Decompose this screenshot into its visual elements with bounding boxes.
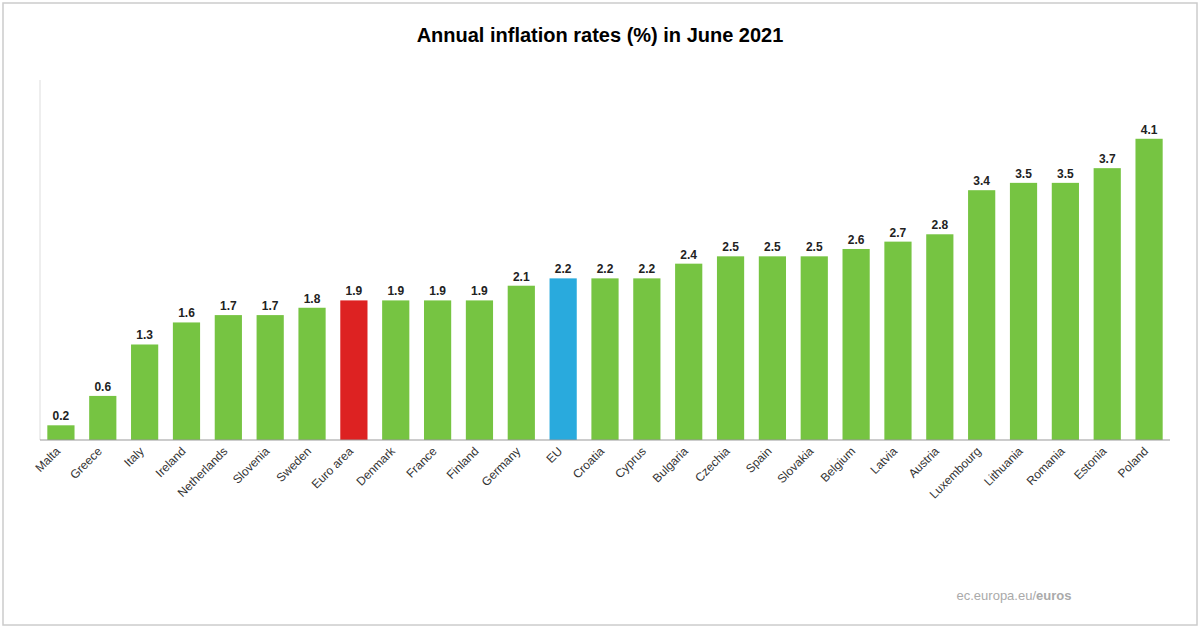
data-label: 3.7 [1099,152,1116,166]
bars [47,139,1162,440]
data-label: 4.1 [1141,123,1158,137]
x-tick-label: Lithuania [981,444,1026,489]
x-tick-label: Ireland [153,444,189,480]
y-axis-line [40,80,41,440]
bar [843,249,870,440]
data-label: 2.5 [806,240,823,254]
data-label: 2.2 [639,262,656,276]
bar [47,425,74,440]
data-label: 1.7 [220,299,237,313]
x-tick-label: Romania [1024,444,1068,488]
bar [717,256,744,440]
x-tick-label: Sweden [274,444,315,485]
x-tick-label: Slovakia [774,444,816,486]
bar [591,278,618,440]
x-tick-label: Euro area [309,444,356,491]
data-label: 3.5 [1015,167,1032,181]
chart: Annual inflation rates (%) in June 2021 0… [0,0,1200,628]
title: Annual inflation rates (%) in June 2021 [417,24,784,46]
bar [215,315,242,440]
bar [382,300,409,440]
border [3,3,1197,625]
data-label: 1.9 [387,284,404,298]
x-tick-label: Germany [479,444,524,489]
watermark-part: euros [1036,588,1071,603]
bar [550,278,577,440]
data-label: 2.4 [680,248,697,262]
watermark: ec.europa.eu/euros [957,588,1072,603]
data-label: 2.2 [597,262,614,276]
bar [89,396,116,440]
x-axis-line [40,440,1170,441]
x-tick-label: Bulgaria [650,444,691,485]
data-label: 1.9 [471,284,488,298]
bar [926,234,953,440]
data-label: 0.2 [53,409,70,423]
bar [298,308,325,440]
bar [1135,139,1162,440]
data-label: 2.6 [848,233,865,247]
x-tick-label: Latvia [868,444,901,477]
x-tick-label: Italy [121,444,146,469]
bar [340,300,367,440]
x-tick-label: Denmark [354,444,399,489]
data-label: 2.5 [764,240,781,254]
data-label: 1.7 [262,299,279,313]
x-tick-label: Austria [906,444,943,481]
bar [257,315,284,440]
x-tick-label: Finland [444,444,482,482]
bar [466,300,493,440]
bar [968,190,995,440]
x-tick-label: Malta [32,444,63,475]
x-tick-label: Netherlands [175,444,231,500]
data-label: 0.6 [94,380,111,394]
bar [173,322,200,440]
x-tick-label: Luxembourg [927,444,984,501]
page: {"chart_data": {"type": "bar", "title": … [0,0,1200,628]
data-label: 2.1 [513,270,530,284]
watermark-part: ec.europa.eu/ [957,588,1037,603]
bar [633,278,660,440]
bar [884,242,911,440]
x-tick-label: Belgium [818,444,859,485]
data-label: 3.4 [973,174,990,188]
bar [1094,168,1121,440]
bar [424,300,451,440]
data-label: 2.5 [722,240,739,254]
x-tick-label: Croatia [570,444,607,481]
x-tick-label: Czechia [692,444,733,485]
x-tick-label: France [403,444,440,481]
x-tick-label: EU [544,444,566,466]
x-tick-label: Cyprus [612,444,649,481]
x-tick-label: Estonia [1071,444,1109,482]
bar [1052,183,1079,440]
bar [759,256,786,440]
data-label: 1.3 [136,328,153,342]
data-label: 2.8 [931,218,948,232]
x-tick-label: Poland [1115,444,1151,480]
x-tick-label: Slovenia [230,444,273,487]
data-label: 1.9 [429,284,446,298]
bar [131,344,158,440]
data-label: 3.5 [1057,167,1074,181]
data-label: 1.8 [304,292,321,306]
x-tick-label: Greece [67,444,105,482]
bar [801,256,828,440]
bar [675,264,702,440]
data-label: 1.6 [178,306,195,320]
data-label: 2.2 [555,262,572,276]
data-label: 2.7 [890,226,907,240]
bar [1010,183,1037,440]
x-tick-label: Spain [743,444,775,476]
bar [508,286,535,440]
data-label: 1.9 [346,284,363,298]
